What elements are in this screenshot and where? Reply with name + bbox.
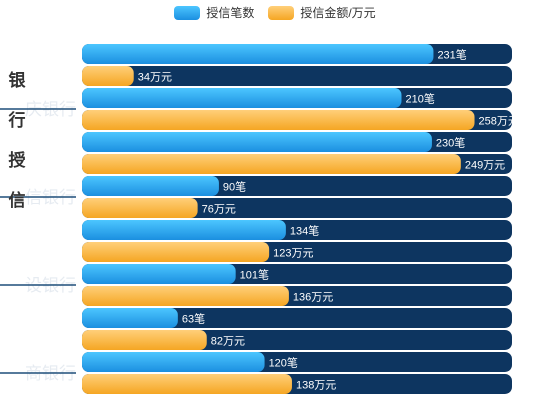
bar-count[interactable] <box>82 264 236 284</box>
bar-track <box>82 66 512 86</box>
value-label: 138万元 <box>296 380 336 392</box>
bar-amount[interactable] <box>82 330 207 350</box>
value-label: 63笔 <box>182 312 205 326</box>
value-label: 101笔 <box>240 268 269 282</box>
value-label: 210笔 <box>406 92 435 106</box>
value-label: 230笔 <box>436 136 465 150</box>
bar-amount[interactable] <box>82 198 198 218</box>
value-label: 231笔 <box>437 48 466 62</box>
bar-amount[interactable] <box>82 286 289 306</box>
value-label: 249万元 <box>465 160 505 172</box>
side-title-char-2: 行 <box>8 111 26 130</box>
bar-count[interactable] <box>82 132 432 152</box>
bar-amount[interactable] <box>82 154 461 174</box>
legend-swatch-amount <box>268 5 295 20</box>
value-label: 76万元 <box>202 204 236 216</box>
bar-amount[interactable] <box>82 66 134 86</box>
legend-label-amount: 授信金额/万元 <box>300 6 376 20</box>
side-title: 银 行 授 信 <box>6 72 28 232</box>
value-label: 258万元 <box>479 116 519 128</box>
bar-track <box>82 308 512 328</box>
bar-count[interactable] <box>82 44 434 64</box>
bar-count[interactable] <box>82 308 178 328</box>
bar-count[interactable] <box>82 220 286 240</box>
bar-amount[interactable] <box>82 374 292 394</box>
value-label: 134笔 <box>290 224 319 238</box>
value-label: 90笔 <box>223 180 246 194</box>
legend: 授信笔数 授信金额/万元 <box>0 4 550 21</box>
value-label: 123万元 <box>273 248 313 260</box>
legend-item-amount[interactable]: 授信金额/万元 <box>268 4 376 21</box>
bar-count[interactable] <box>82 88 402 108</box>
side-title-char-3: 授 <box>8 151 26 170</box>
bar-amount[interactable] <box>82 110 475 130</box>
bar-amount[interactable] <box>82 242 270 262</box>
value-label: 82万元 <box>211 336 245 348</box>
legend-item-count[interactable]: 授信笔数 <box>174 4 254 21</box>
bars <box>82 44 475 394</box>
value-label: 34万元 <box>138 72 172 84</box>
side-title-char-4: 信 <box>8 191 26 210</box>
bar-count[interactable] <box>82 176 219 196</box>
value-label: 120笔 <box>269 356 298 370</box>
value-label: 136万元 <box>293 292 333 304</box>
legend-swatch-count <box>174 5 201 20</box>
legend-label-count: 授信笔数 <box>206 6 255 20</box>
side-title-char-1: 银 <box>8 71 26 90</box>
bar-count[interactable] <box>82 352 265 372</box>
